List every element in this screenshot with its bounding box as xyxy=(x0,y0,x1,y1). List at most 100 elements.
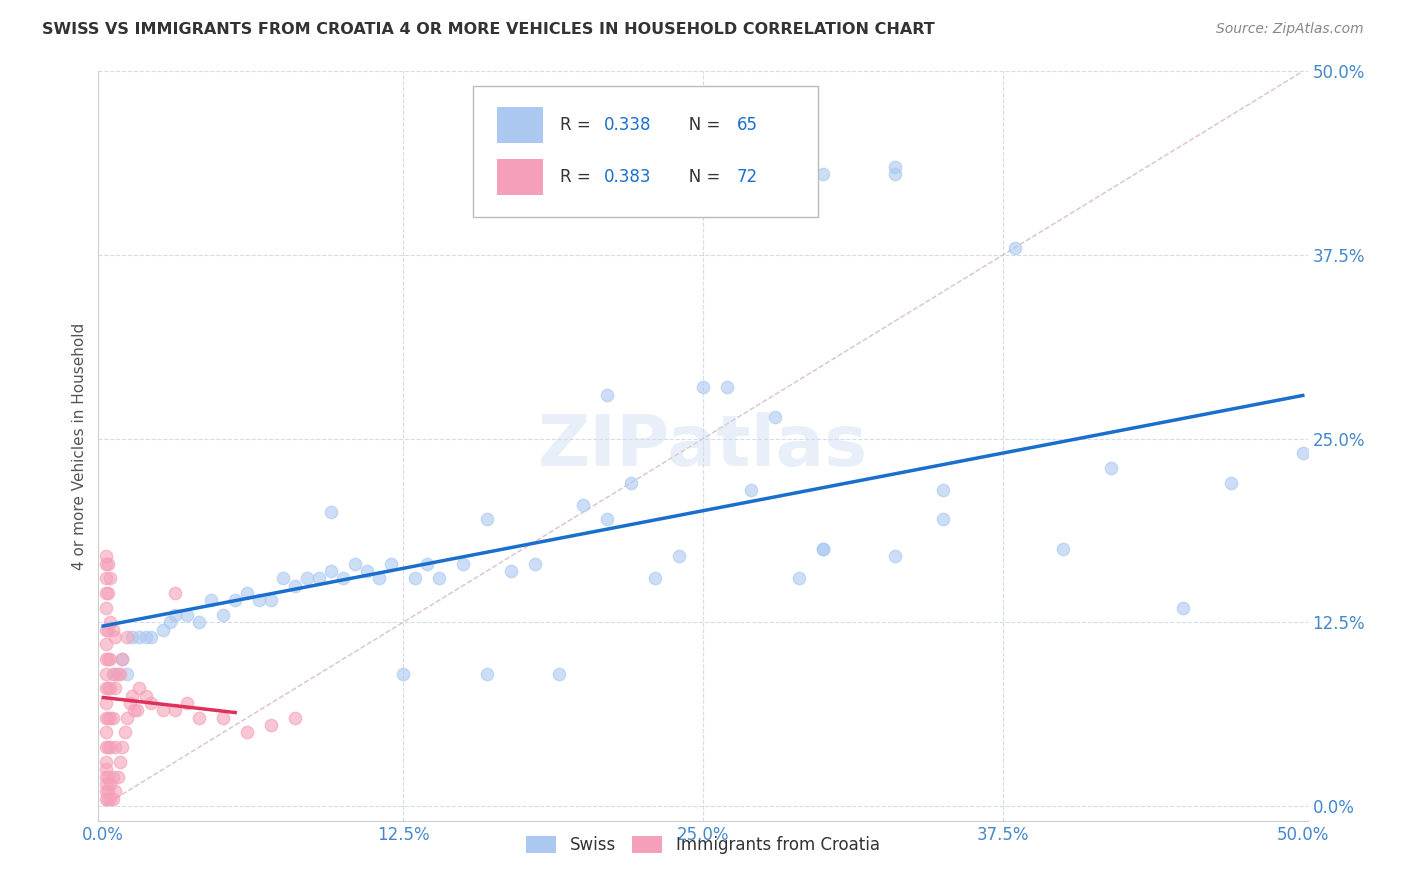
Point xyxy=(763,409,786,424)
Point xyxy=(475,512,498,526)
Point xyxy=(188,711,211,725)
Point xyxy=(97,586,120,600)
Point xyxy=(1340,571,1362,585)
Point xyxy=(159,615,181,630)
Point xyxy=(884,160,907,174)
Point xyxy=(100,740,122,755)
Text: R =: R = xyxy=(561,168,596,186)
Point xyxy=(200,593,222,607)
Point xyxy=(295,571,318,585)
Point xyxy=(1219,475,1241,490)
Point xyxy=(100,615,122,630)
Point xyxy=(121,689,143,703)
Text: N =: N = xyxy=(672,168,725,186)
Point xyxy=(100,711,122,725)
Point xyxy=(100,777,122,791)
Text: Source: ZipAtlas.com: Source: ZipAtlas.com xyxy=(1216,22,1364,37)
Text: 0.338: 0.338 xyxy=(603,116,651,134)
Point xyxy=(427,571,450,585)
Point xyxy=(1292,446,1315,460)
Text: N =: N = xyxy=(672,116,725,134)
Point xyxy=(344,557,367,571)
Point xyxy=(284,578,307,592)
Point xyxy=(107,770,129,784)
Point xyxy=(271,571,294,585)
Point xyxy=(97,681,120,696)
Point xyxy=(94,740,117,755)
Point xyxy=(94,600,117,615)
Point xyxy=(212,607,235,622)
Point xyxy=(212,711,235,725)
Point xyxy=(668,549,690,564)
Point xyxy=(94,681,117,696)
Point xyxy=(101,791,124,805)
Point xyxy=(94,777,117,791)
Point xyxy=(94,666,117,681)
Text: 65: 65 xyxy=(737,116,758,134)
Point xyxy=(101,666,124,681)
Point xyxy=(128,630,150,644)
Point xyxy=(97,770,120,784)
Point xyxy=(100,571,122,585)
Point xyxy=(94,784,117,798)
Point xyxy=(114,725,136,739)
Point xyxy=(107,666,129,681)
Point xyxy=(236,586,259,600)
Point xyxy=(100,681,122,696)
Point xyxy=(124,703,146,717)
FancyBboxPatch shape xyxy=(498,159,543,195)
Point xyxy=(97,711,120,725)
Point xyxy=(308,571,330,585)
Point xyxy=(188,615,211,630)
Point xyxy=(128,681,150,696)
Point xyxy=(104,666,127,681)
Point xyxy=(135,689,157,703)
Point xyxy=(787,571,810,585)
Point xyxy=(101,711,124,725)
Point xyxy=(368,571,391,585)
Point xyxy=(135,630,157,644)
Point xyxy=(884,549,907,564)
Point xyxy=(620,475,643,490)
Point xyxy=(108,755,131,769)
FancyBboxPatch shape xyxy=(498,106,543,143)
Point xyxy=(94,770,117,784)
Point xyxy=(94,762,117,776)
Text: SWISS VS IMMIGRANTS FROM CROATIA 4 OR MORE VEHICLES IN HOUSEHOLD CORRELATION CHA: SWISS VS IMMIGRANTS FROM CROATIA 4 OR MO… xyxy=(42,22,935,37)
Point xyxy=(152,703,174,717)
Point xyxy=(94,725,117,739)
Point xyxy=(224,593,246,607)
Point xyxy=(740,483,762,497)
Point xyxy=(94,557,117,571)
Point xyxy=(260,593,283,607)
Point xyxy=(97,623,120,637)
Point xyxy=(94,586,117,600)
Point xyxy=(101,770,124,784)
Point xyxy=(94,711,117,725)
Point xyxy=(932,483,955,497)
Point xyxy=(524,557,547,571)
Point xyxy=(141,630,163,644)
Point xyxy=(94,637,117,651)
Point xyxy=(572,498,595,512)
Point xyxy=(165,586,187,600)
Point xyxy=(100,652,122,666)
Text: 0.383: 0.383 xyxy=(603,168,651,186)
Point xyxy=(141,696,163,710)
Point xyxy=(101,623,124,637)
Point xyxy=(499,564,522,578)
Point xyxy=(475,666,498,681)
Point xyxy=(811,541,834,556)
Point xyxy=(100,791,122,805)
Point xyxy=(811,167,834,181)
Point xyxy=(416,557,439,571)
Point xyxy=(356,564,378,578)
Point xyxy=(284,711,307,725)
Text: ZIPatlas: ZIPatlas xyxy=(538,411,868,481)
Point xyxy=(392,666,415,681)
Point xyxy=(94,623,117,637)
Point xyxy=(115,630,138,644)
Point xyxy=(97,652,120,666)
Point xyxy=(94,791,117,805)
Point xyxy=(125,703,148,717)
